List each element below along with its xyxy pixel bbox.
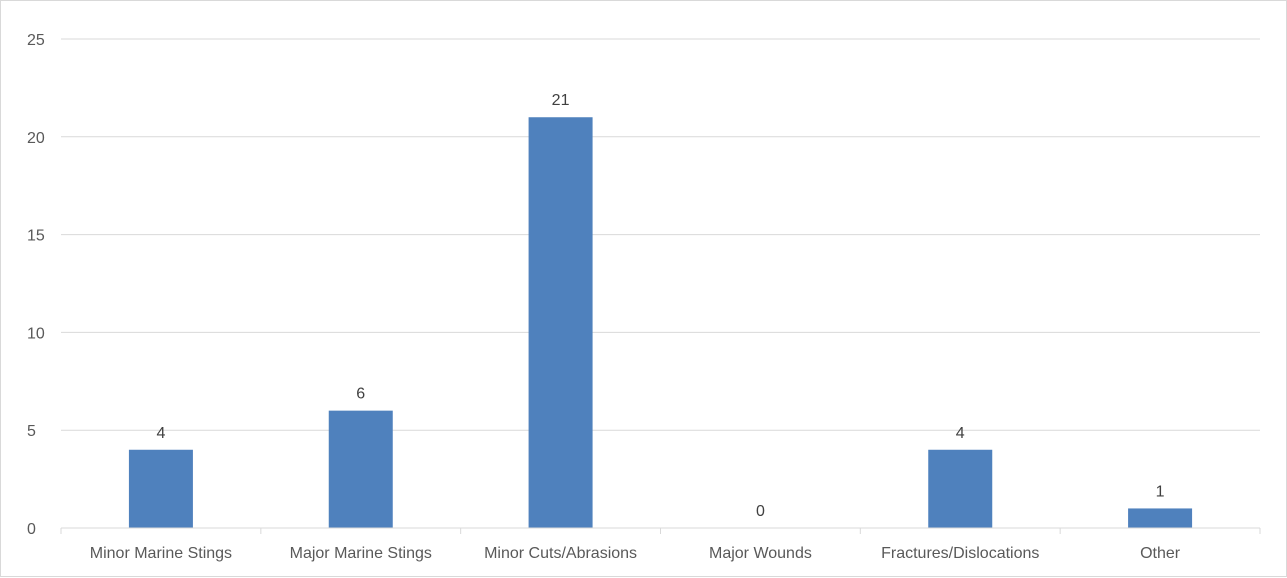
data-labels: 4 6 21 0 4 1 xyxy=(156,92,1164,520)
bar xyxy=(1128,508,1193,528)
x-tick-label: Fractures/Dislocations xyxy=(881,545,1039,562)
y-tick-label: 10 xyxy=(27,325,45,342)
y-tick-label: 20 xyxy=(27,130,45,147)
data-label: 1 xyxy=(1156,483,1165,500)
bar xyxy=(928,449,993,528)
bar xyxy=(528,117,593,529)
data-label: 4 xyxy=(956,425,965,442)
y-tick-label: 0 xyxy=(27,521,36,538)
x-tick-label: Minor Cuts/Abrasions xyxy=(484,545,637,562)
gridlines xyxy=(61,38,1260,431)
y-tick-label: 5 xyxy=(27,423,36,440)
x-tick-label: Major Wounds xyxy=(709,545,812,562)
x-tick-label: Major Marine Stings xyxy=(290,545,432,562)
data-label: 0 xyxy=(756,503,765,520)
data-label: 21 xyxy=(552,92,570,109)
y-tick-label: 25 xyxy=(27,32,45,49)
y-tick-label: 15 xyxy=(27,228,45,245)
data-label: 4 xyxy=(156,425,165,442)
bar xyxy=(128,449,193,528)
y-axis: 0 5 10 15 20 25 xyxy=(27,32,45,538)
x-axis: Minor Marine Stings Major Marine Stings Mi… xyxy=(60,527,1261,562)
bars xyxy=(128,117,1193,529)
bar xyxy=(328,410,393,528)
x-tick-label: Minor Marine Stings xyxy=(90,545,232,562)
x-tick-label: Other xyxy=(1140,545,1181,562)
data-label: 6 xyxy=(356,386,365,403)
